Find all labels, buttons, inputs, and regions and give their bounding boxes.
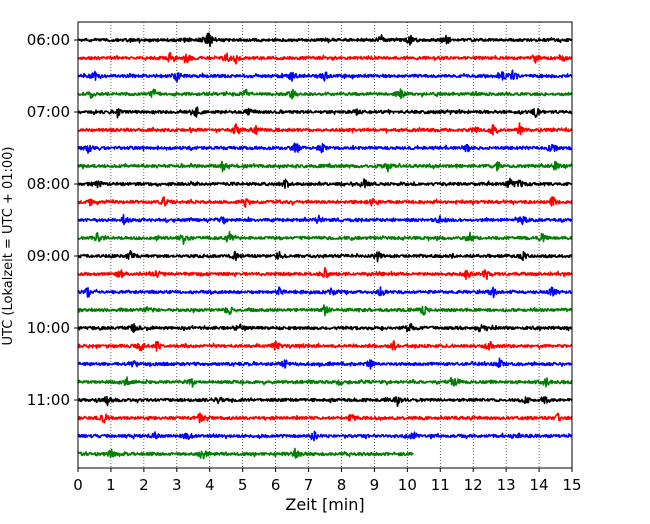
trace-line-1045	[77, 376, 573, 388]
x-tick-label: 14	[530, 476, 549, 494]
trace-line-1115	[77, 412, 573, 424]
trace-line-0945	[77, 304, 573, 317]
y-tick-label: 07:00	[27, 103, 70, 121]
trace-line-1145	[77, 447, 414, 460]
x-tick-label: 12	[464, 476, 483, 494]
trace-line-1100	[77, 395, 573, 407]
trace-line-0730	[77, 142, 573, 154]
x-tick-label: 6	[271, 476, 281, 494]
x-tick-label: 11	[431, 476, 450, 494]
x-tick-label: 0	[73, 476, 83, 494]
trace-line-0700	[77, 106, 573, 119]
y-tick-label: 08:00	[27, 175, 70, 193]
trace-line-0845	[77, 231, 573, 245]
x-tick-label: 7	[304, 476, 314, 494]
y-axis-label: UTC (Lokalzeit = UTC + 01:00)	[1, 147, 16, 346]
x-tick-label: 15	[562, 476, 581, 494]
trace-line-0630	[77, 69, 573, 83]
x-tick-label: 10	[398, 476, 417, 494]
trace-line-0600	[77, 32, 573, 48]
trace-line-1000	[77, 323, 573, 333]
trace-line-1030	[77, 357, 573, 370]
trace-line-0915	[77, 266, 573, 281]
trace-line-0930	[77, 286, 573, 299]
trace-rows	[77, 32, 573, 460]
x-tick-label: 13	[497, 476, 516, 494]
y-tick-label: 06:00	[27, 31, 70, 49]
x-tick-label: 3	[172, 476, 182, 494]
trace-line-0615	[77, 52, 573, 65]
trace-line-1130	[77, 430, 573, 442]
x-tick-label: 1	[106, 476, 116, 494]
x-tick-label: 5	[238, 476, 248, 494]
x-axis-ticks: 0 1 2 3 4 5 6 7 8 9 10 11 12 13 14 15	[73, 468, 582, 494]
trace-line-0645	[77, 88, 573, 100]
trace-line-0830	[77, 213, 573, 226]
trace-line-1015	[77, 340, 573, 352]
x-tick-label: 8	[337, 476, 347, 494]
trace-line-0900	[77, 250, 573, 263]
x-axis-label: Zeit [min]	[285, 495, 364, 514]
plot-frame	[77, 21, 573, 469]
y-tick-label: 11:00	[27, 391, 70, 409]
x-tick-label: 2	[139, 476, 149, 494]
x-tick-label: 9	[370, 476, 380, 494]
x-tick-label: 4	[205, 476, 215, 494]
trace-line-0815	[77, 196, 573, 208]
y-tick-label: 09:00	[27, 247, 70, 265]
y-tick-label: 10:00	[27, 319, 70, 337]
y-axis-ticks: 06:00 07:00 08:00 09:00 10:00 11:00	[27, 31, 78, 409]
trace-line-0745	[77, 160, 573, 173]
trace-line-0715	[77, 122, 573, 136]
grid-lines	[110, 22, 540, 468]
trace-line-0800	[77, 177, 573, 189]
